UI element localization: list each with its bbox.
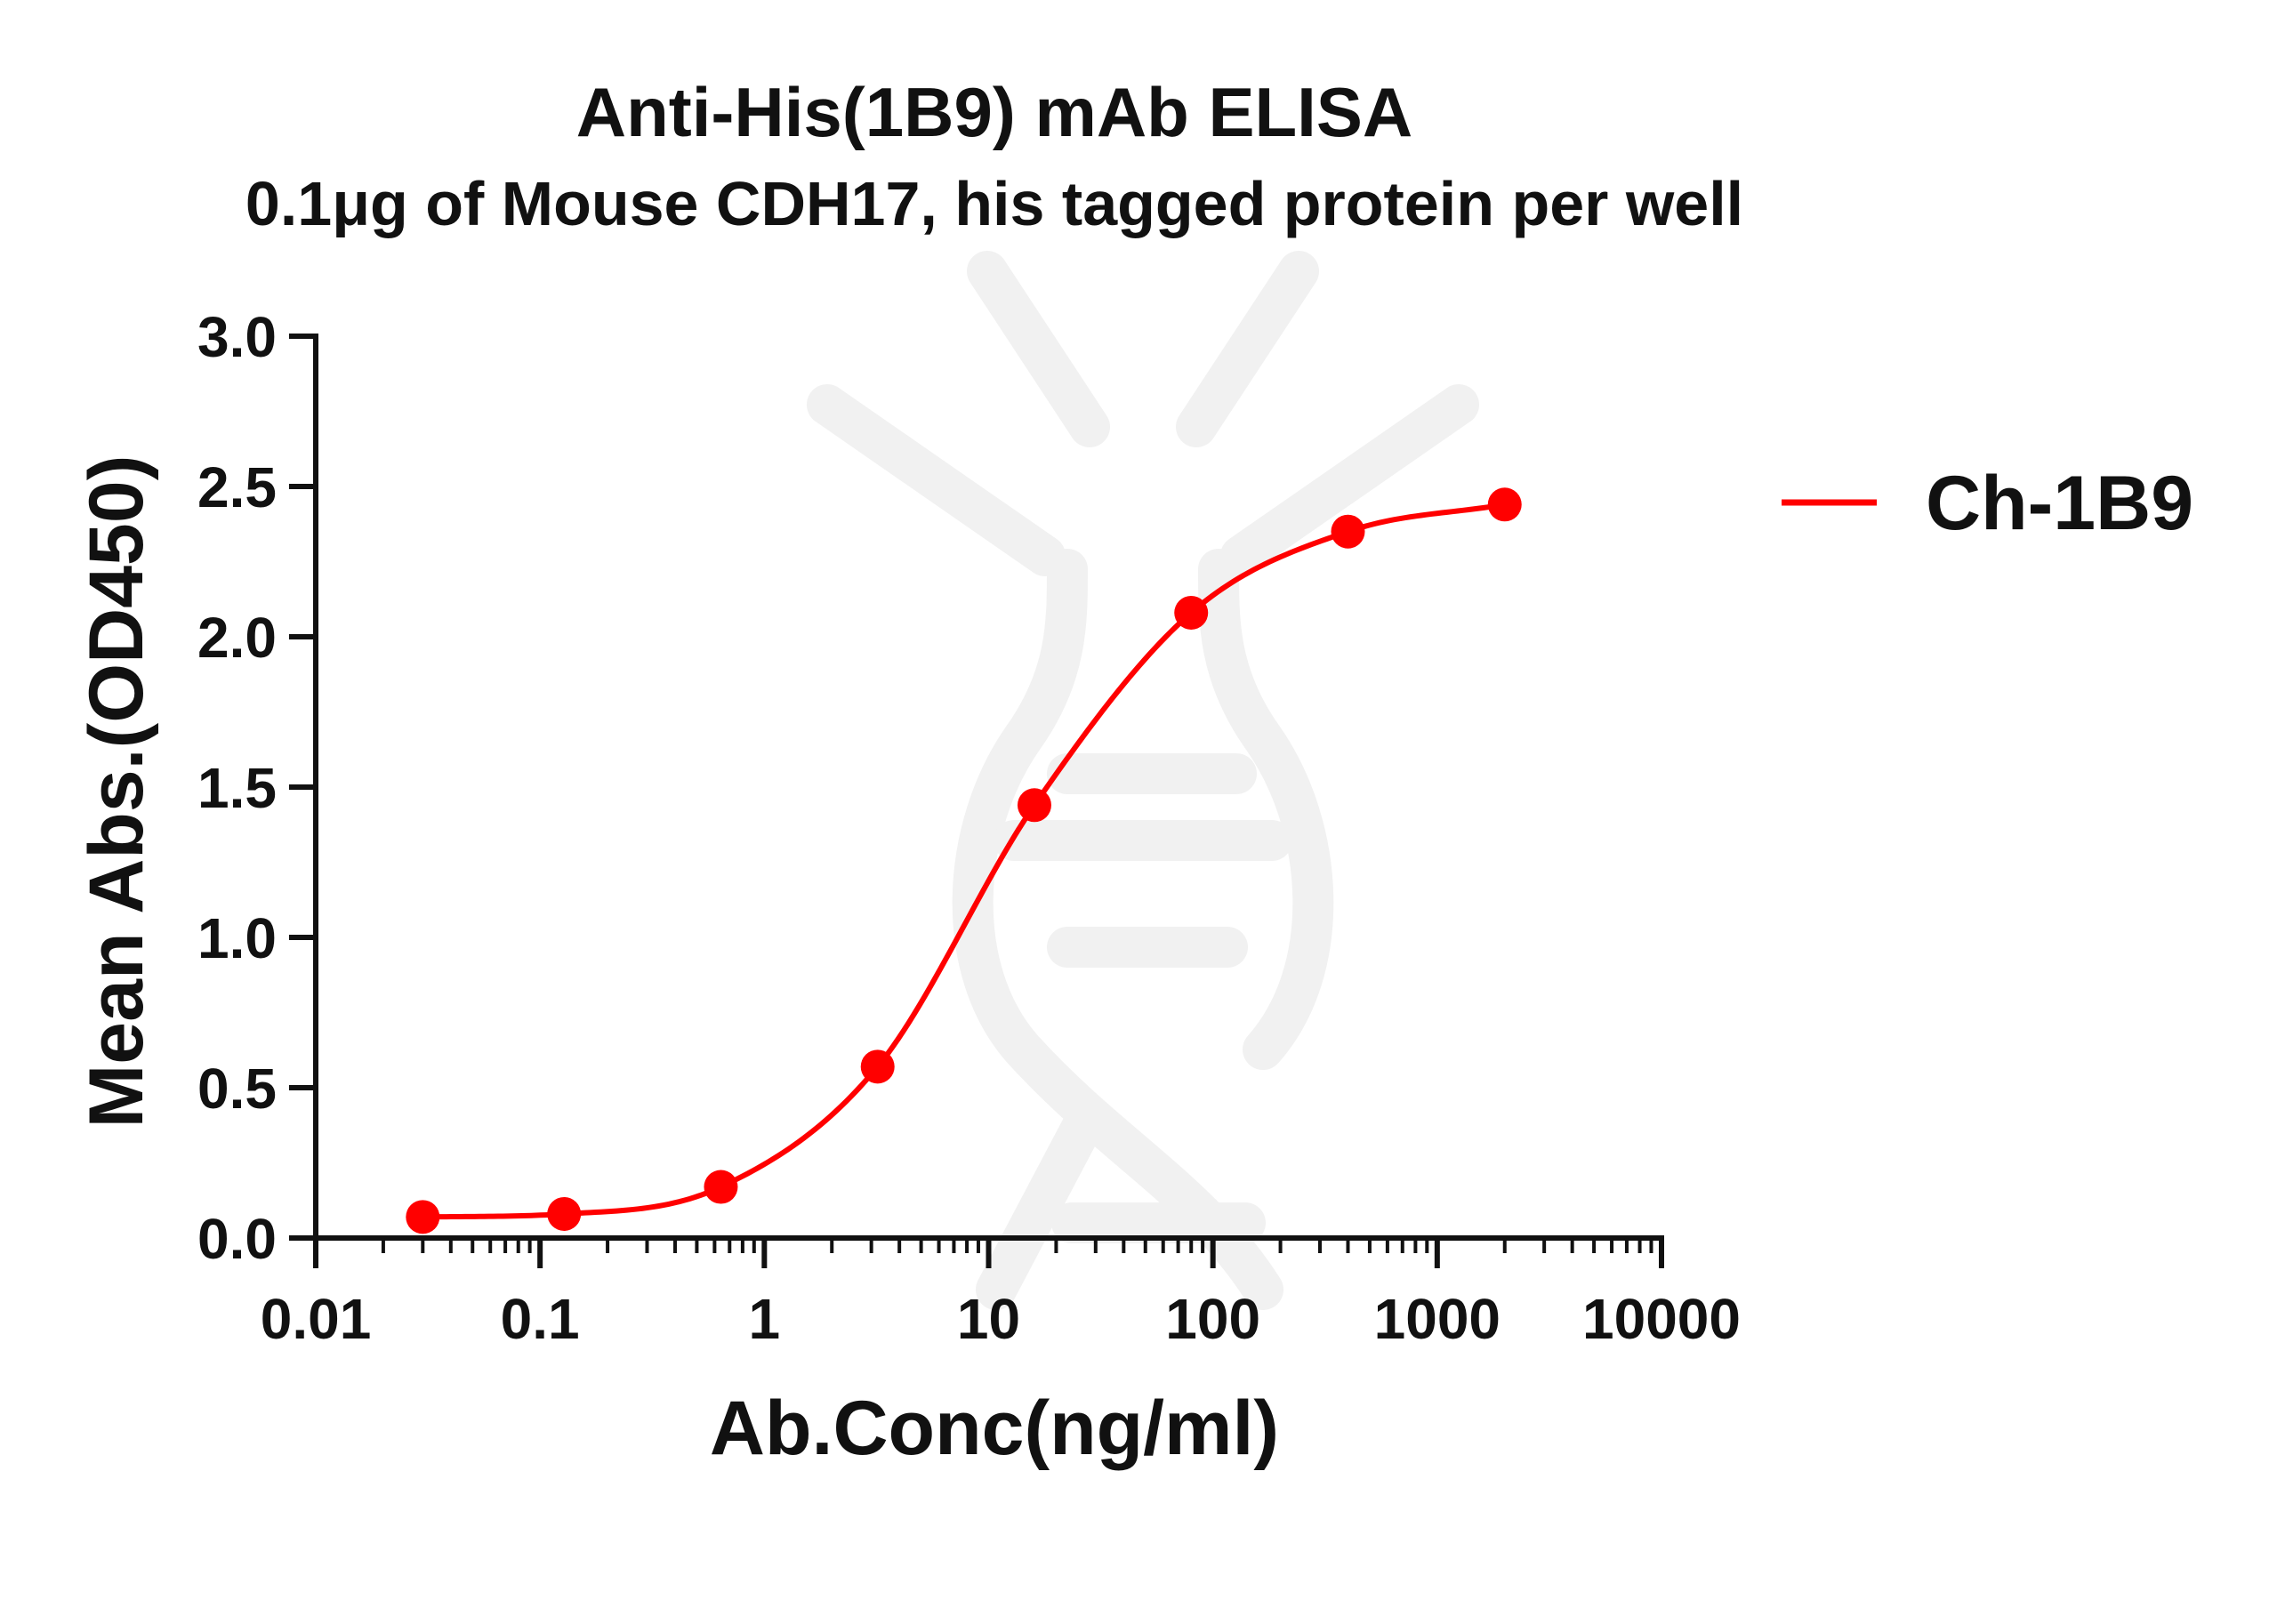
watermark-stroke-5 bbox=[1198, 549, 1334, 1070]
watermark-stroke-2 bbox=[807, 384, 1066, 576]
data-point bbox=[1331, 514, 1365, 549]
watermark-stroke-0 bbox=[967, 251, 1110, 447]
axes: 0.0 0.5 1.0 1.5 2.0 2.5 3.0 0.01 0.1 1 10 100 1000 10… bbox=[197, 305, 1741, 1351]
x-tick-label: 0.01 bbox=[261, 1287, 372, 1351]
fit-curve-layer bbox=[422, 502, 1506, 1220]
legend-label: Ch-1B9 bbox=[1926, 461, 2193, 546]
y-tick-label: 1.0 bbox=[197, 906, 277, 970]
watermark-stroke-3 bbox=[1220, 384, 1479, 576]
chart-title: Anti-His(1B9) mAb ELISA bbox=[576, 73, 1412, 151]
x-tick-label: 1000 bbox=[1374, 1287, 1501, 1351]
legend: Ch-1B9 bbox=[1782, 461, 2193, 546]
y-tick-label: 1.5 bbox=[197, 756, 277, 820]
x-tick-label: 100 bbox=[1165, 1287, 1260, 1351]
y-tick-label: 0.5 bbox=[197, 1057, 277, 1121]
watermark-logo bbox=[807, 251, 1479, 1310]
x-tick-label: 1 bbox=[749, 1287, 781, 1351]
data-points bbox=[406, 487, 1522, 1234]
data-point bbox=[1487, 487, 1522, 522]
data-point bbox=[1017, 788, 1051, 823]
data-point bbox=[704, 1170, 738, 1204]
watermark-stroke-10 bbox=[976, 1109, 1101, 1310]
x-tick-label: 10000 bbox=[1582, 1287, 1741, 1351]
data-point bbox=[1174, 595, 1209, 630]
y-tick-label: 3.0 bbox=[197, 305, 277, 369]
y-tick-label: 0.0 bbox=[197, 1207, 277, 1271]
data-point bbox=[547, 1196, 582, 1231]
y-tick-label: 2.5 bbox=[197, 455, 277, 519]
y-tick-label: 2.0 bbox=[197, 606, 277, 670]
data-point bbox=[406, 1200, 440, 1234]
x-axis-label: Ab.Conc(ng/ml) bbox=[710, 1386, 1279, 1471]
data-point bbox=[860, 1049, 895, 1084]
x-tick-label: 10 bbox=[957, 1287, 1020, 1351]
x-tick-label: 0.1 bbox=[501, 1287, 580, 1351]
watermark-stroke-1 bbox=[1176, 251, 1319, 447]
watermark-stroke-4 bbox=[952, 549, 1283, 1310]
chart-subtitle: 0.1μg of Mouse CDH17, his tagged protein… bbox=[245, 169, 1743, 238]
series-fit-curve bbox=[422, 502, 1506, 1220]
y-axis-label: Mean Abs.(OD450) bbox=[74, 455, 159, 1129]
